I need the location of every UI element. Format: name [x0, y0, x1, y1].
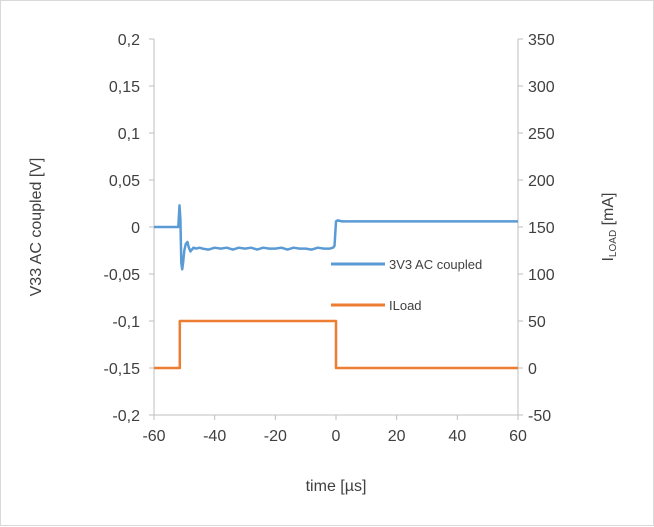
y-left-tick-label: -0,2 — [112, 408, 140, 425]
y-right-tick-label: 300 — [528, 79, 555, 96]
y-left-tick-label: 0,1 — [118, 126, 140, 143]
series-line-3v3 — [154, 204, 518, 271]
legend-label-iload: ILoad — [389, 298, 422, 313]
y-right-axis-title-subscript: LOAD — [608, 230, 619, 257]
y-right-axis-title-unit: [mA] — [600, 192, 617, 229]
x-tick-label: -60 — [142, 428, 165, 445]
y-left-tick-label: -0,15 — [104, 361, 141, 378]
y-left-tick-label: -0,1 — [112, 314, 140, 331]
legend-label-3v3: 3V3 AC coupled — [389, 257, 482, 272]
y-right-tick-label: 50 — [528, 314, 546, 331]
y-left-axis-title: V33 AC coupled [V] — [28, 158, 45, 297]
ticks: 0,2 0,15 0,1 0,05 0 -0,05 -0,1 -0,15 -0,2 350 300 2… — [104, 32, 555, 445]
x-tick-label: -40 — [203, 428, 226, 445]
y-right-tick-label: 0 — [528, 361, 537, 378]
y-right-tick-label: 250 — [528, 126, 555, 143]
y-right-tick-label: 200 — [528, 173, 555, 190]
x-tick-label: 20 — [388, 428, 406, 445]
y-left-tick-label: 0,2 — [118, 32, 140, 49]
legend-item-3v3: 3V3 AC coupled — [331, 257, 482, 272]
y-right-tick-label: 150 — [528, 220, 555, 237]
x-tick-label: 0 — [332, 428, 341, 445]
legend-item-iload: ILoad — [331, 298, 422, 313]
y-right-tick-label: -50 — [528, 408, 551, 425]
y-right-axis-title: ILOAD [mA] — [600, 192, 619, 261]
y-left-tick-label: -0,05 — [104, 267, 141, 284]
series-line-iload — [154, 319, 518, 370]
y-left-tick-label: 0,15 — [109, 79, 140, 96]
x-tick-label: -20 — [264, 428, 287, 445]
x-axis-title: time [µs] — [306, 478, 367, 495]
legend: 3V3 AC coupled ILoad — [331, 257, 482, 313]
y-right-axis-title-main: I — [600, 257, 617, 261]
y-left-tick-label: 0,05 — [109, 173, 140, 190]
x-tick-label: 40 — [448, 428, 466, 445]
y-right-tick-label: 100 — [528, 267, 555, 284]
y-left-tick-label: 0 — [131, 220, 140, 237]
series-layer — [154, 204, 518, 370]
y-right-tick-label: 350 — [528, 32, 555, 49]
x-tick-label: 60 — [509, 428, 527, 445]
